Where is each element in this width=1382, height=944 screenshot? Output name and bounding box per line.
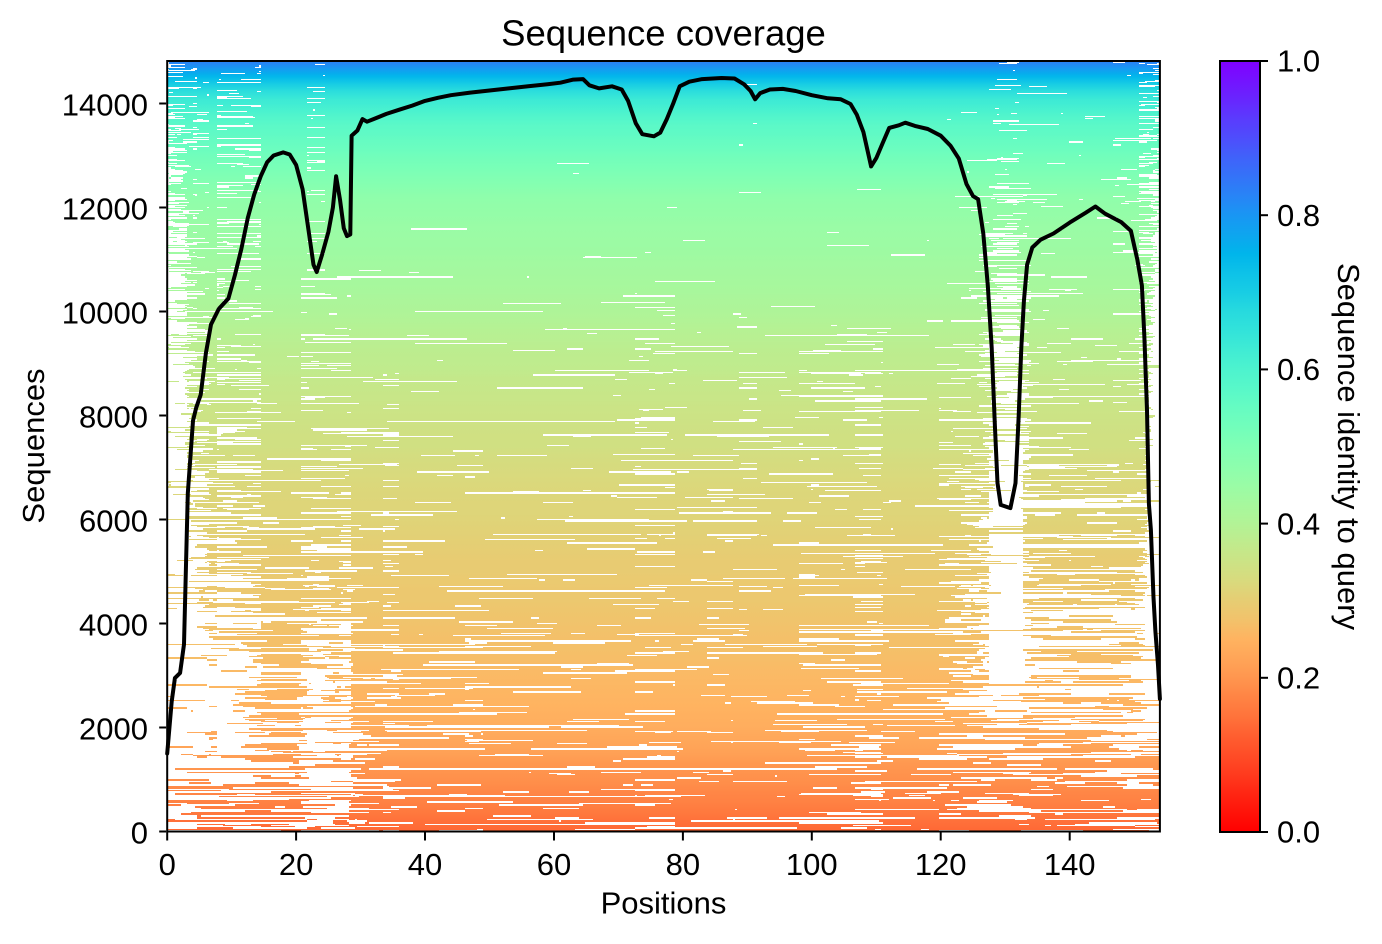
svg-text:Sequences: Sequences (16, 368, 51, 523)
svg-text:0.0: 0.0 (1277, 815, 1320, 850)
svg-text:10000: 10000 (62, 296, 148, 331)
svg-text:0.8: 0.8 (1277, 198, 1320, 233)
svg-text:0: 0 (131, 816, 148, 851)
svg-text:14000: 14000 (62, 88, 148, 123)
svg-text:40: 40 (408, 847, 442, 882)
svg-text:80: 80 (666, 847, 700, 882)
svg-text:0.6: 0.6 (1277, 352, 1320, 387)
svg-text:6000: 6000 (79, 504, 148, 539)
svg-text:8000: 8000 (79, 400, 148, 435)
svg-text:Positions: Positions (601, 886, 727, 921)
svg-text:20: 20 (279, 847, 313, 882)
svg-text:0: 0 (159, 847, 176, 882)
svg-text:1.0: 1.0 (1277, 44, 1320, 79)
svg-text:12000: 12000 (62, 192, 148, 227)
svg-text:60: 60 (537, 847, 571, 882)
svg-text:0.2: 0.2 (1277, 661, 1320, 696)
svg-text:140: 140 (1044, 847, 1096, 882)
svg-text:Sequence identity to query: Sequence identity to query (1331, 263, 1366, 631)
svg-text:100: 100 (786, 847, 838, 882)
svg-text:Sequence coverage: Sequence coverage (501, 13, 826, 54)
svg-text:2000: 2000 (79, 712, 148, 747)
svg-text:4000: 4000 (79, 608, 148, 643)
svg-text:120: 120 (915, 847, 967, 882)
svg-text:0.4: 0.4 (1277, 506, 1320, 541)
